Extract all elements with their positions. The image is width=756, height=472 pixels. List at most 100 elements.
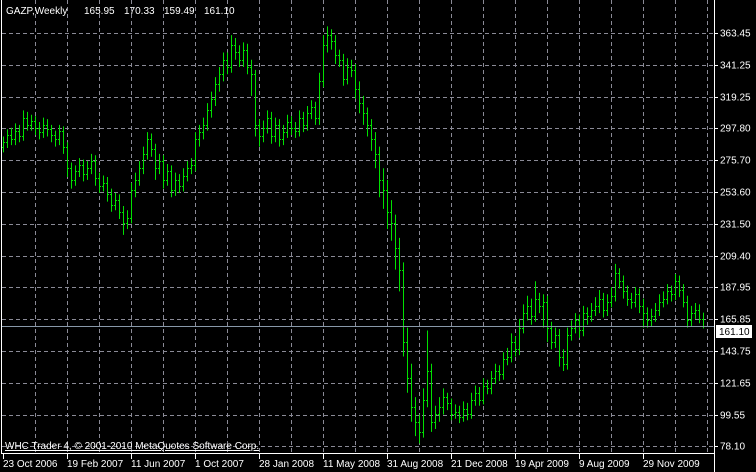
time-axis[interactable]: 23 Oct 2006 19 Feb 2007 11 Jun 2007 1 Oct 2…: [3, 453, 700, 470]
ohlc-bar: [690, 305, 693, 327]
ohlc-bar: [42, 117, 45, 138]
ohlc-bar: [130, 182, 133, 224]
ohlc-bar: [146, 132, 149, 160]
ohlc-bar: [590, 302, 593, 322]
ohlc-bar: [618, 268, 621, 289]
ohlc-bar: [374, 132, 377, 169]
ohlc-bar: [142, 146, 145, 175]
ohlc-bar: [354, 64, 357, 99]
y-tick-label: 143.75: [720, 347, 751, 358]
ohlc-bar: [526, 295, 529, 321]
ohlc-bar: [82, 159, 85, 182]
ohlc-bar: [434, 405, 437, 429]
ohlc-bar: [666, 284, 669, 305]
ohlc-bar: [310, 100, 313, 120]
ohlc-bar: [246, 43, 249, 75]
ohlc-bar: [34, 116, 37, 136]
ohlc-bar: [682, 284, 685, 308]
ohlc-bar: [426, 330, 429, 408]
ohlc-bar: [570, 320, 573, 341]
ohlc-bar: [58, 124, 61, 146]
ohlc-bar: [398, 237, 401, 292]
current-price-label: 161.10: [719, 327, 750, 338]
ohlc-bar: [554, 327, 557, 348]
ohlc-bar: [174, 172, 177, 196]
ohlc-bar: [702, 312, 705, 329]
ohlc-bars: [2, 26, 705, 444]
ohlc-bar: [502, 352, 505, 380]
ohlc-bar: [202, 117, 205, 140]
ohlc-bar: [78, 158, 81, 177]
ohlc-bar: [326, 26, 329, 53]
ohlc-bar: [186, 161, 189, 182]
ohlc-bar: [138, 161, 141, 186]
ohlc-bar: [422, 388, 425, 438]
ohlc-bar: [678, 275, 681, 298]
ohlc-bar: [478, 386, 481, 406]
ohlc-bar: [338, 49, 341, 67]
ohlc-bar: [286, 114, 289, 138]
ohlc-bar: [302, 111, 305, 133]
ohlc-bar: [342, 53, 345, 86]
ohlc-bar: [266, 110, 269, 134]
ohlc-bar: [114, 192, 117, 211]
ohlc-bar: [346, 58, 349, 85]
x-tick-label: 23 Oct 2006: [3, 459, 58, 470]
ohlc-bar: [498, 365, 501, 382]
ohlc-bar: [586, 307, 589, 325]
ohlc-bar: [2, 136, 5, 153]
ohlc-bar: [262, 120, 265, 143]
y-tick-label: 231.50: [720, 220, 751, 231]
ohlc-bar: [170, 165, 173, 198]
ohlc-bar: [238, 45, 241, 67]
ohlc-bar: [658, 294, 661, 317]
ohlc-bar: [558, 329, 561, 367]
ohlc-bar: [394, 214, 397, 270]
ohlc-bar: [178, 174, 181, 193]
ohlc-bar: [106, 177, 109, 202]
ohlc-high: 170.33: [124, 6, 155, 17]
ohlc-bar: [562, 349, 565, 372]
x-tick-label: 19 Feb 2007: [67, 459, 124, 470]
ohlc-bar: [610, 287, 613, 308]
ohlc-bar: [270, 111, 273, 144]
ohlc-bar: [614, 263, 617, 302]
ohlc-bar: [518, 318, 521, 356]
ohlc-bar: [606, 294, 609, 317]
x-tick-label: 9 Aug 2009: [579, 459, 630, 470]
y-tick-label: 275.70: [720, 156, 751, 167]
ohlc-bar: [386, 179, 389, 230]
ohlc-bar: [370, 119, 373, 151]
ohlc-bar: [86, 161, 89, 180]
x-tick-label: 31 Aug 2008: [387, 459, 444, 470]
ohlc-open: 165.95: [84, 6, 115, 17]
ohlc-bar: [442, 388, 445, 415]
ohlc-bar: [66, 142, 69, 177]
ohlc-bar: [514, 336, 517, 357]
ohlc-bar: [230, 35, 233, 73]
ohlc-bar: [366, 107, 369, 137]
ohlc-bar: [290, 116, 293, 136]
y-tick-label: 297.80: [720, 124, 751, 135]
ohlc-bar: [538, 292, 541, 314]
ohlc-bar: [254, 69, 257, 137]
y-tick-label: 253.60: [720, 188, 751, 199]
price-axis[interactable]: 363.45 341.25 319.25 297.80 275.70 253.60 231.…: [714, 29, 751, 453]
ohlc-bar: [6, 129, 9, 149]
ohlc-bar: [406, 327, 409, 393]
ohlc-bar: [510, 333, 513, 363]
y-tick-label: 209.40: [720, 252, 751, 263]
ohlc-bar: [150, 133, 153, 157]
ohlc-bar: [22, 110, 25, 141]
ohlc-bar: [318, 72, 321, 125]
ohlc-bar: [62, 126, 65, 154]
ohlc-bar: [218, 66, 221, 92]
ohlc-bar: [622, 275, 625, 299]
ohlc-bar: [98, 172, 101, 193]
ohlc-bar: [390, 200, 393, 241]
ohlc-bar: [134, 172, 137, 198]
ohlc-bar: [118, 194, 121, 219]
ohlc-bar: [594, 297, 597, 317]
ohlc-bar: [38, 121, 41, 140]
